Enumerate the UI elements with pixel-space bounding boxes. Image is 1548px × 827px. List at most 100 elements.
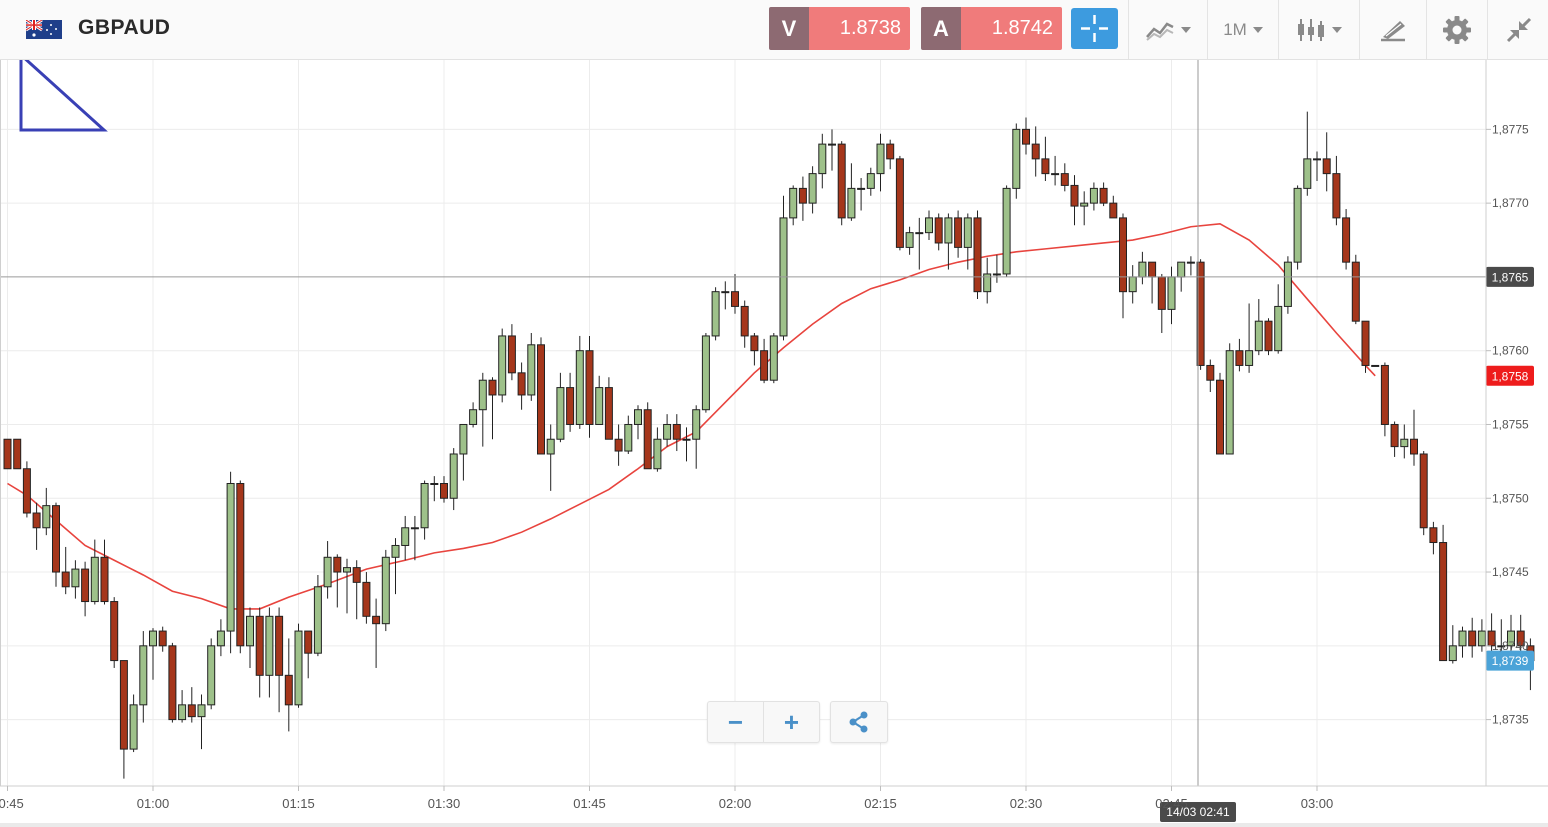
candle-bull bbox=[1186, 261, 1195, 264]
candle-bull bbox=[963, 217, 972, 248]
candle-bull bbox=[915, 232, 924, 235]
candle-bull bbox=[818, 143, 827, 175]
candle-bear bbox=[1119, 217, 1127, 293]
drawing-tools-icon bbox=[1381, 20, 1405, 41]
y-tick-label: 1,8745 bbox=[1492, 565, 1529, 579]
candle-bear bbox=[672, 423, 681, 440]
candle-bull bbox=[1089, 187, 1098, 204]
candle-bear bbox=[362, 581, 371, 617]
price-chart[interactable]: 1,8765 1,8758 1,8739 14/03 02:41 1,8775 1,87… bbox=[0, 60, 1548, 823]
collapse-button[interactable] bbox=[1487, 0, 1548, 59]
share-button[interactable] bbox=[830, 701, 888, 743]
candle-bear bbox=[1109, 202, 1118, 219]
candle-bull bbox=[430, 483, 439, 485]
candle-bear bbox=[1070, 184, 1079, 207]
candle-bull bbox=[992, 273, 1001, 276]
candle-bull bbox=[595, 387, 604, 425]
candle-bull bbox=[226, 483, 235, 632]
zoom-out-button[interactable]: − bbox=[727, 706, 744, 737]
candle-bear bbox=[440, 483, 448, 499]
y-tick-label: 1,8750 bbox=[1492, 491, 1529, 505]
candle-bull bbox=[207, 645, 216, 706]
candle-bull bbox=[1477, 630, 1486, 647]
x-tick-label: 02:15 bbox=[864, 796, 897, 811]
crosshair-button[interactable] bbox=[1071, 8, 1118, 49]
candle-bull bbox=[876, 143, 885, 175]
candle-bull bbox=[624, 423, 633, 452]
candle-bear bbox=[1060, 173, 1069, 186]
candle-bear bbox=[13, 438, 22, 470]
candle-bull bbox=[1274, 305, 1283, 352]
candle-bear bbox=[1235, 350, 1244, 366]
candle-bear bbox=[643, 409, 652, 470]
candle-bear bbox=[3, 438, 12, 470]
candle-bear bbox=[1351, 261, 1360, 322]
candle-bull bbox=[1080, 202, 1089, 207]
symbol-title: GBPAUD bbox=[78, 16, 171, 39]
candle-bear bbox=[22, 468, 31, 514]
candle-bull bbox=[498, 335, 507, 396]
buy-button[interactable]: A 1.8742 bbox=[921, 7, 1062, 50]
last-price-tag-box bbox=[1486, 650, 1534, 671]
candle-bull bbox=[1051, 173, 1060, 176]
candle-style-button[interactable] bbox=[1278, 0, 1359, 59]
candle-bull bbox=[420, 483, 429, 529]
candle-bull bbox=[1167, 276, 1176, 310]
candle-bear bbox=[110, 601, 119, 662]
settings-gear-icon bbox=[1443, 15, 1471, 44]
candle-bear bbox=[304, 630, 313, 654]
candle-bear bbox=[119, 660, 128, 750]
candle-bear bbox=[1380, 364, 1389, 425]
candle-bull bbox=[71, 568, 80, 588]
candle-bull bbox=[1254, 320, 1263, 352]
candle-bull bbox=[1303, 158, 1312, 189]
drawn-triangle[interactable] bbox=[19, 60, 108, 132]
timeframe-selector[interactable]: 1M bbox=[1207, 0, 1278, 59]
y-tick-label: 1,8735 bbox=[1492, 713, 1529, 727]
y-tick-label: 1,8740 bbox=[1492, 639, 1529, 653]
ma-price-tag-box bbox=[1486, 365, 1534, 386]
y-tick-label: 1,8770 bbox=[1492, 196, 1529, 210]
chart-type-line-icon bbox=[1146, 21, 1174, 41]
candle-bear bbox=[750, 335, 759, 352]
crosshair-price-tag: 1,8765 bbox=[1486, 266, 1534, 287]
candle-bear bbox=[32, 512, 41, 529]
candle-bull bbox=[1293, 187, 1302, 263]
crosshair-price-tag-box bbox=[1486, 266, 1534, 287]
candle-bear bbox=[1031, 143, 1040, 160]
candle-bear bbox=[1468, 630, 1477, 647]
candle-bear bbox=[798, 187, 807, 204]
candle-bull bbox=[246, 615, 254, 647]
candle-bear bbox=[1022, 128, 1030, 145]
candle-bear bbox=[284, 674, 293, 706]
candle-bull bbox=[469, 409, 478, 425]
candle-bear bbox=[1099, 187, 1108, 204]
gb-au-flag-icon bbox=[26, 20, 62, 39]
y-tick-label: 1,8775 bbox=[1492, 122, 1529, 136]
candle-bull bbox=[265, 615, 274, 676]
candle-bear bbox=[934, 217, 943, 244]
sell-button[interactable]: V 1.8738 bbox=[769, 7, 910, 50]
candle-bull bbox=[459, 423, 468, 455]
candle-bull bbox=[663, 423, 672, 440]
y-tick-label: 1,8755 bbox=[1492, 417, 1529, 431]
bottom-border bbox=[0, 823, 1548, 827]
zoom-in-button[interactable]: + bbox=[763, 702, 819, 742]
crosshair-time-box bbox=[1160, 802, 1236, 822]
candle-bull bbox=[42, 505, 51, 529]
chevron-down-icon bbox=[1252, 26, 1263, 33]
candle-bull bbox=[139, 645, 148, 706]
drawing-tools-button[interactable] bbox=[1359, 0, 1426, 59]
candle-bear bbox=[1196, 261, 1205, 366]
candle-bull bbox=[556, 387, 565, 440]
chart-type-button[interactable] bbox=[1128, 0, 1207, 59]
candle-bear bbox=[100, 556, 109, 603]
candle-bull bbox=[343, 567, 351, 573]
candle-bear bbox=[585, 350, 594, 425]
settings-button[interactable] bbox=[1426, 0, 1487, 59]
candle-bull bbox=[847, 187, 856, 219]
x-tick-label: 02:45 bbox=[1155, 796, 1188, 811]
candle-bull bbox=[944, 217, 953, 244]
candle-bear bbox=[1487, 630, 1496, 647]
candle-bull bbox=[1245, 350, 1254, 366]
